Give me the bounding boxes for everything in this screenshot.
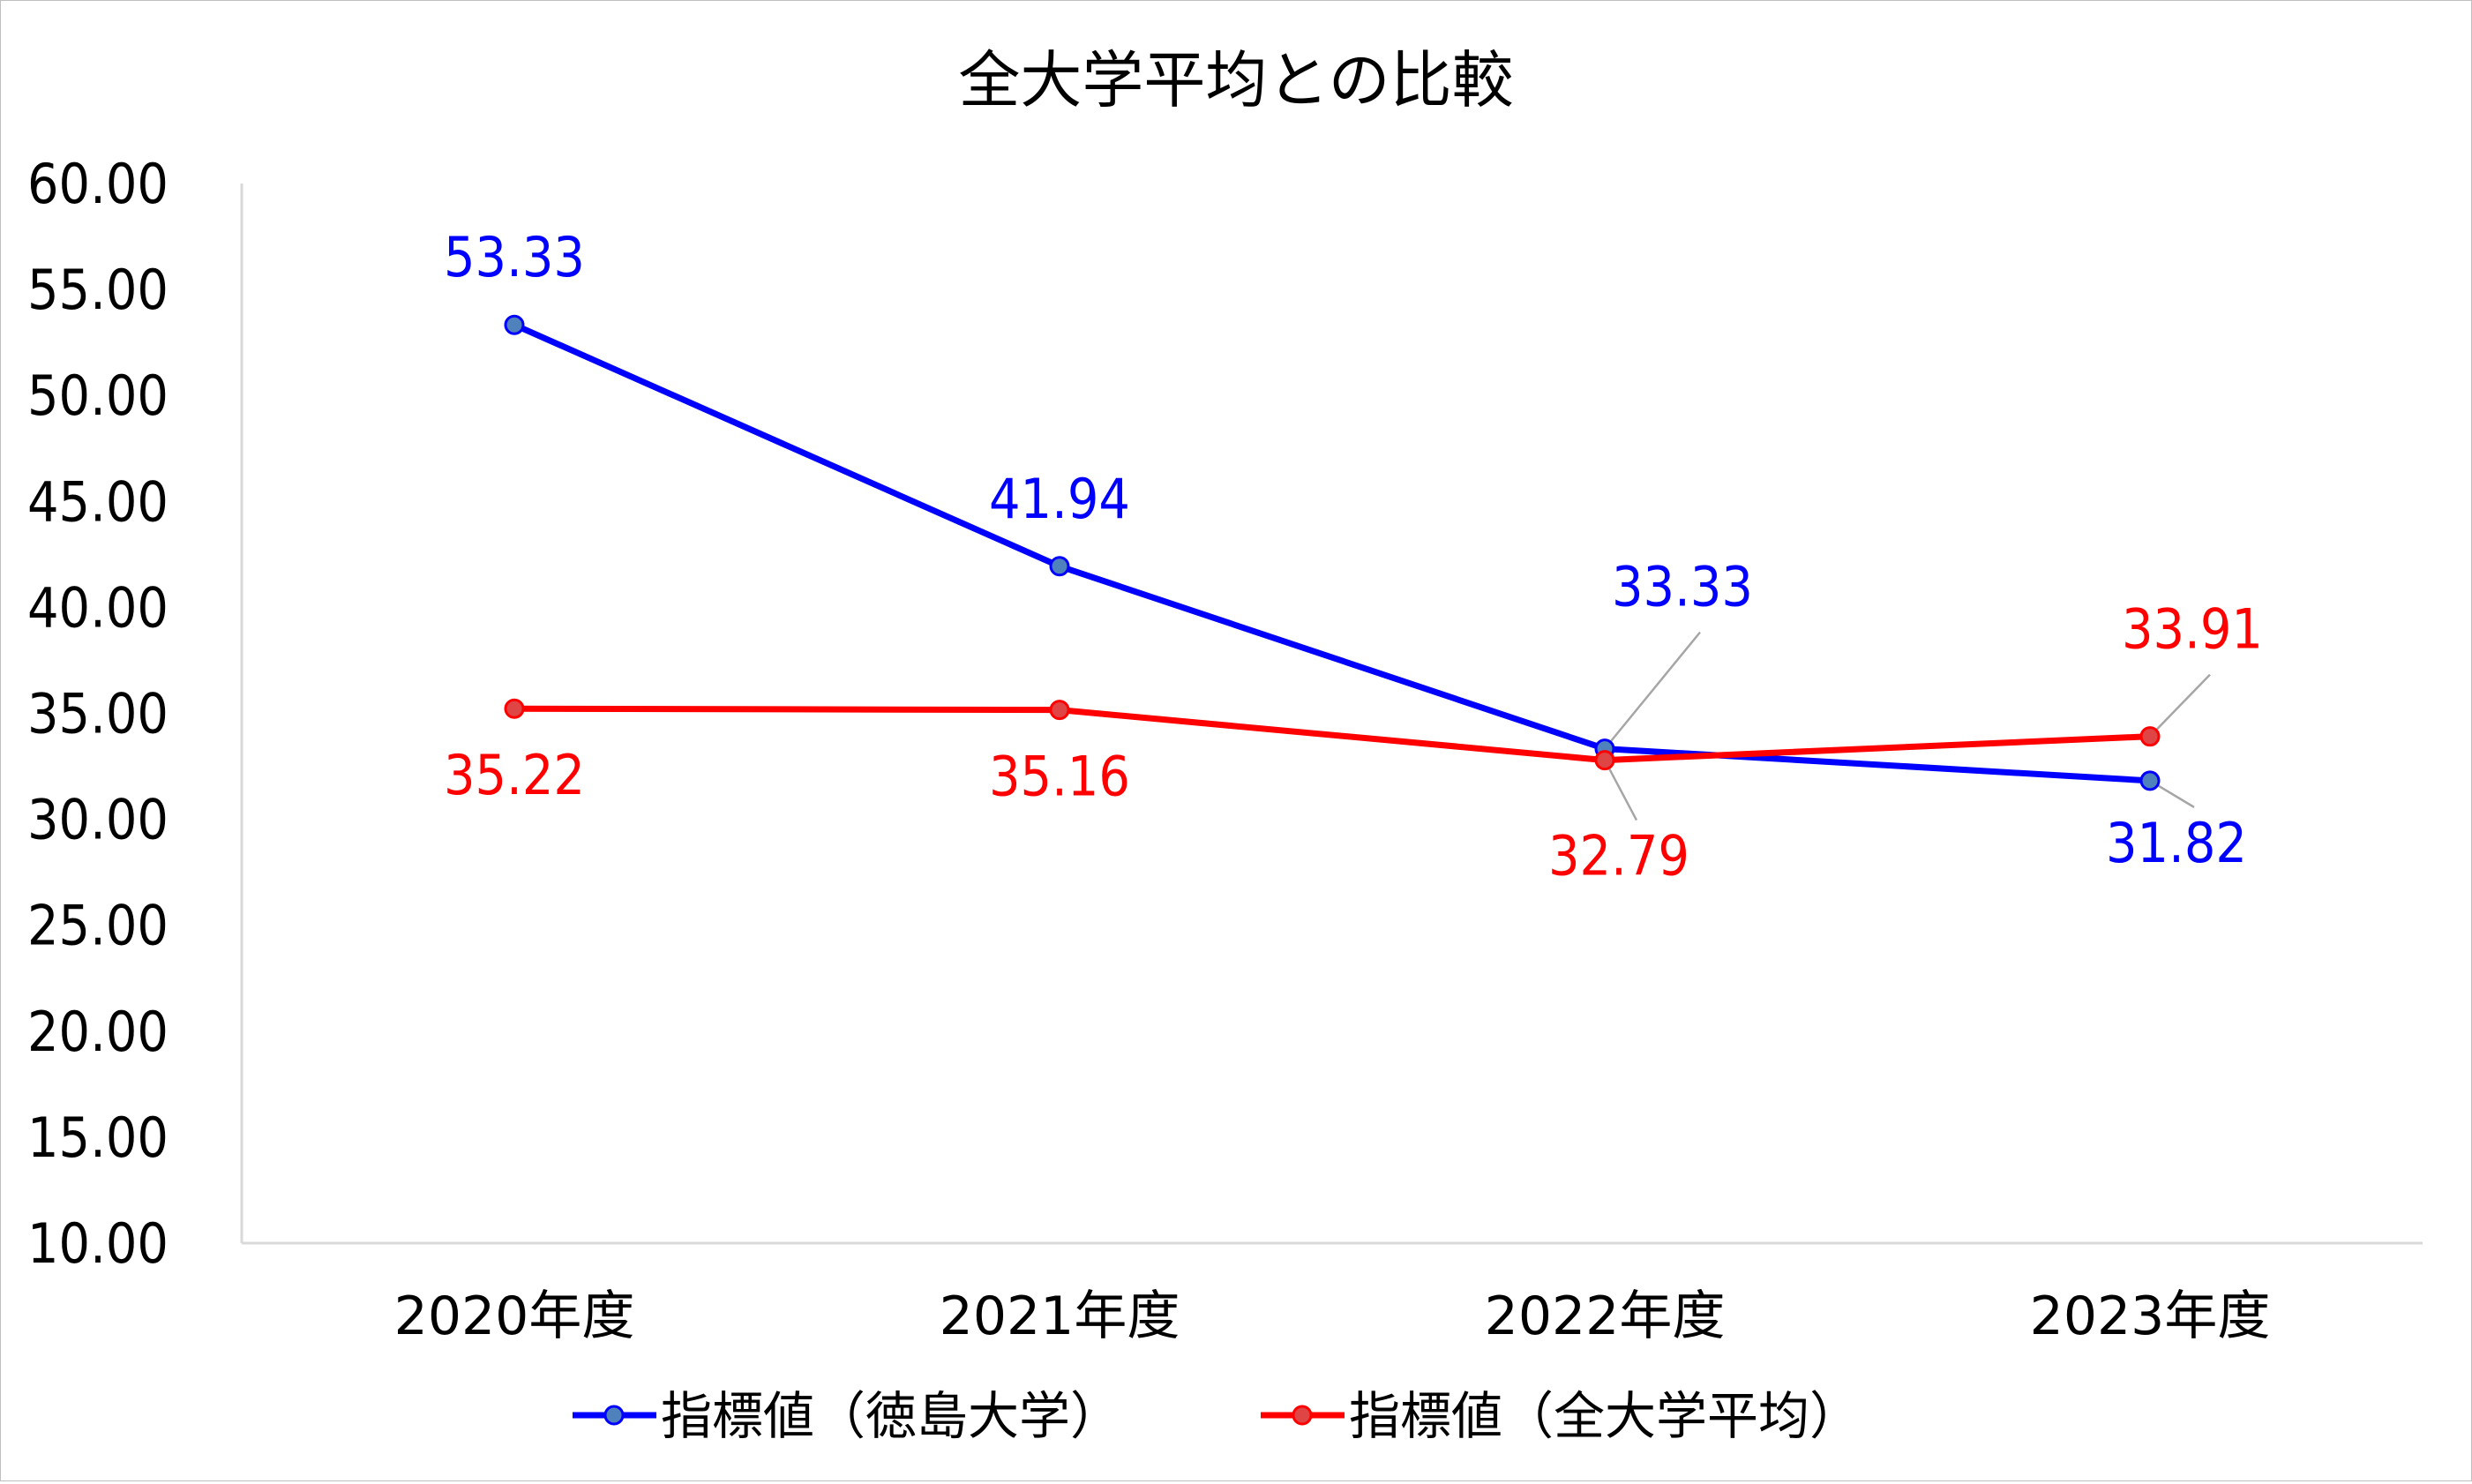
legend-swatch-marker [1292, 1405, 1313, 1426]
label-leader-line [1603, 759, 1638, 821]
x-tick-label: 2022年度 [1485, 1285, 1726, 1347]
x-tick-label: 2023年度 [2030, 1285, 2271, 1347]
y-tick-label: 55.00 [27, 258, 169, 322]
y-tick-label: 20.00 [27, 1000, 169, 1064]
y-tick-label: 40.00 [27, 575, 169, 640]
data-labels: 53.33 41.94 33.33 31.82 35.22 35.16 32.79 33.91 [444, 225, 2263, 888]
y-tick-label: 45.00 [27, 469, 169, 534]
data-point [1049, 556, 1070, 577]
label-leader-line [1604, 631, 1701, 750]
legend-label: 指標値（全大学平均） [1349, 1386, 1861, 1446]
data-label: 35.22 [444, 743, 585, 807]
data-label: 33.33 [1612, 555, 1753, 619]
y-tick-label: 15.00 [27, 1106, 169, 1170]
data-point [504, 698, 525, 719]
data-label: 33.91 [2122, 597, 2263, 662]
y-tick-label: 50.00 [27, 364, 169, 428]
series-line-0 [513, 322, 2151, 784]
data-label: 31.82 [2106, 811, 2247, 875]
data-label: 35.16 [989, 745, 1130, 809]
data-point [2139, 770, 2161, 791]
y-tick-label: 60.00 [27, 152, 169, 216]
chart-title: 全大学平均との比較 [958, 44, 1513, 116]
legend-swatch-marker [603, 1405, 625, 1426]
data-label: 53.33 [444, 225, 585, 289]
y-tick-label: 25.00 [27, 894, 169, 958]
data-point [2139, 726, 2161, 747]
label-leader-lines [1603, 631, 2211, 821]
data-point [1049, 700, 1070, 721]
y-tick-label: 35.00 [27, 682, 169, 746]
x-axis: 2020年度 2021年度 2022年度 2023年度 [242, 1241, 2423, 1347]
legend: 指標値（徳島大学） 指標値（全大学平均） [573, 1386, 1861, 1446]
data-label: 41.94 [989, 467, 1130, 531]
x-tick-label: 2021年度 [940, 1285, 1180, 1347]
y-tick-label: 10.00 [27, 1211, 169, 1276]
label-leader-line [2149, 673, 2211, 738]
series-line-1 [513, 705, 2151, 764]
series-markers [504, 314, 2161, 791]
x-tick-label: 2020年度 [394, 1285, 635, 1347]
data-point [1594, 750, 1615, 771]
legend-label: 指標値（徳島大学） [661, 1386, 1121, 1446]
series-lines [513, 322, 2151, 784]
data-point [504, 314, 525, 335]
data-label: 32.79 [1548, 824, 1689, 888]
y-axis: 10.00 15.00 20.00 25.00 30.00 35.00 40.00 45.00… [27, 152, 243, 1276]
y-tick-label: 30.00 [27, 788, 169, 852]
